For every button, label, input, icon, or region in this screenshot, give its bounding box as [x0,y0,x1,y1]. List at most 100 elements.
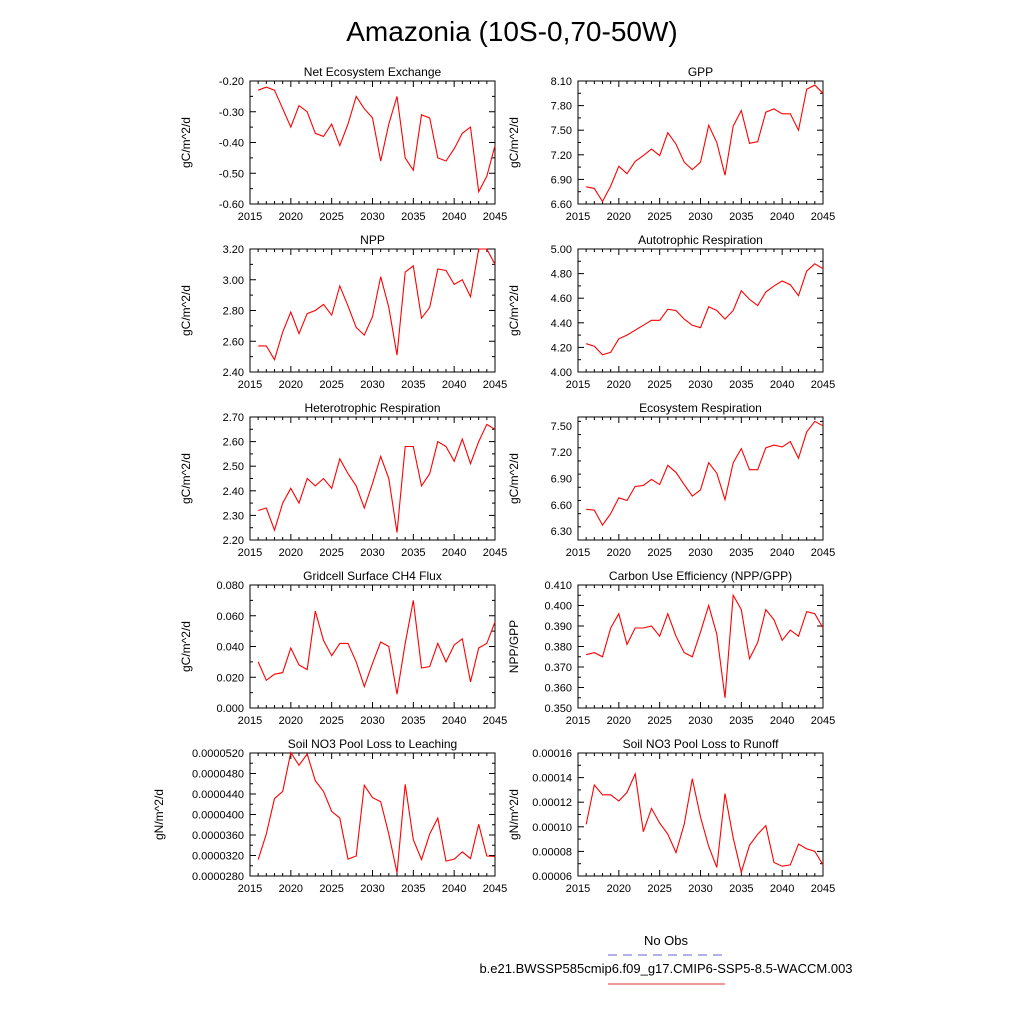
x-tick-label: 2025 [319,715,343,727]
series-line [257,751,496,874]
y-tick-label: -0.30 [219,107,244,119]
y-tick-label: -0.50 [219,168,244,180]
series-line [586,84,824,203]
plot-frame [577,416,824,541]
y-tick-label: 0.040 [216,642,244,654]
panel-6: Gridcell Surface CH4 Flux 2015 2020 2025 203… [179,569,507,727]
x-tick-label: 2020 [607,883,631,895]
y-tick-label: 0.020 [216,672,244,684]
panel-title: Soil NO3 Pool Loss to Leaching [288,737,457,751]
x-tick-label: 2015 [566,211,590,223]
panel-title: Soil NO3 Pool Loss to Runoff [623,737,780,751]
x-tick-label: 2015 [566,715,590,727]
series-line [586,263,824,356]
series-line [258,248,496,362]
y-axis-label: gC/m^2/d [179,621,193,672]
x-tick-label: 2030 [360,379,384,391]
x-tick-label: 2045 [811,715,835,727]
y-tick-label: 0.060 [216,611,244,623]
y-tick-label: -0.40 [219,138,244,150]
x-tick-label: 2025 [319,379,343,391]
x-tick-label: 2015 [238,715,262,727]
x-tick-label: 2030 [688,883,712,895]
x-tick-label: 2025 [647,883,671,895]
x-tick-label: 2025 [319,211,343,223]
series-line [586,593,824,698]
x-tick-label: 2015 [566,379,590,391]
x-tick-label: 2035 [401,547,425,559]
series-line [258,423,496,533]
x-tick-label: 2045 [811,547,835,559]
plot-frame [577,584,824,709]
y-tick-label: 7.20 [551,150,572,162]
y-tick-label: 0.0000520 [192,748,244,760]
x-tick-label: 2035 [401,883,425,895]
panel-title: Autotrophic Respiration [638,233,763,247]
x-tick-label: 2030 [688,211,712,223]
y-tick-label: 2.40 [223,367,244,379]
legend-obs-label: No Obs [644,933,689,948]
x-tick-label: 2020 [607,715,631,727]
x-tick-label: 2035 [729,211,753,223]
x-tick-label: 2045 [483,547,507,559]
x-tick-label: 2020 [279,379,303,391]
x-tick-label: 2030 [360,715,384,727]
y-tick-label: 0.380 [544,642,572,654]
x-tick-label: 2045 [811,211,835,223]
legend-model-label: b.e21.BWSSP585cmip6.f09_g17.CMIP6-SSP5-8… [479,961,852,976]
x-tick-label: 2045 [483,883,507,895]
y-tick-label: 0.0000320 [192,851,244,863]
y-tick-label: 0.00016 [532,748,572,760]
y-tick-label: 0.0000360 [192,830,244,842]
x-tick-label: 2040 [770,211,794,223]
figure-title: Amazonia (10S-0,70-50W) [346,16,677,47]
y-tick-label: 2.60 [223,336,244,348]
y-tick-label: 8.10 [551,76,572,88]
x-tick-label: 2025 [319,883,343,895]
x-tick-label: 2040 [442,211,466,223]
x-tick-label: 2035 [401,379,425,391]
y-tick-label: 6.90 [551,174,572,186]
y-tick-label: 2.30 [223,510,244,522]
y-tick-label: 2.70 [223,412,244,424]
panel-title: Ecosystem Respiration [639,401,762,415]
x-tick-label: 2035 [729,379,753,391]
y-tick-label: 7.50 [551,125,572,137]
y-tick-label: 6.30 [551,526,572,538]
y-tick-label: 2.20 [223,535,244,547]
y-tick-label: 0.080 [216,580,244,592]
x-tick-label: 2020 [279,715,303,727]
plot-frame [249,248,496,373]
x-tick-label: 2030 [688,715,712,727]
panel-5: Ecosystem Respiration 2015 2020 2025 2030 203… [507,401,835,559]
panel-title: Heterotrophic Respiration [304,401,440,415]
x-tick-label: 2040 [442,715,466,727]
y-tick-label: 0.0000400 [192,810,244,822]
x-tick-label: 2030 [360,883,384,895]
panel-2: NPP 2015 2020 2025 2030 2035 2040 2045 2.40 2.60 2… [179,233,507,391]
x-tick-label: 2025 [647,211,671,223]
y-axis-label: NPP/GPP [507,620,521,673]
y-tick-label: 3.00 [223,275,244,287]
y-axis-label: gN/m^2/d [507,789,521,840]
x-tick-label: 2015 [238,547,262,559]
y-tick-label: 0.00014 [532,773,572,785]
plot-frame [577,80,824,205]
x-tick-label: 2030 [688,547,712,559]
y-axis-label: gC/m^2/d [507,117,521,168]
x-tick-label: 2045 [811,379,835,391]
y-tick-label: -0.20 [219,76,244,88]
x-tick-label: 2020 [279,211,303,223]
x-tick-label: 2035 [729,883,753,895]
y-tick-label: 7.20 [551,447,572,459]
x-tick-label: 2045 [483,715,507,727]
x-tick-label: 2020 [607,211,631,223]
x-tick-label: 2040 [442,883,466,895]
y-axis-label: gN/m^2/d [152,789,166,840]
y-tick-label: -0.60 [219,199,244,211]
series-line [586,420,824,527]
x-tick-label: 2035 [401,715,425,727]
panel-title: Carbon Use Efficiency (NPP/GPP) [609,569,792,583]
